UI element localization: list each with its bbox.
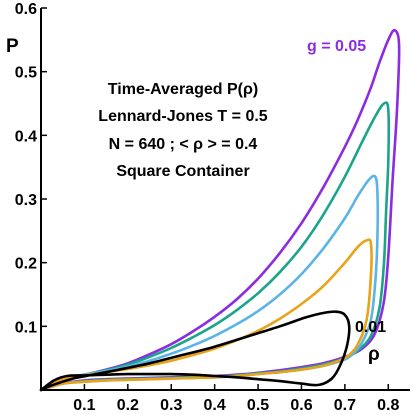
x-tick-label: 0.4 [204, 397, 226, 414]
series-label-0.01: 0.01 [355, 319, 386, 336]
x-tick-label: 0.5 [247, 397, 269, 414]
x-tick-label: 0.3 [160, 397, 182, 414]
y-tick-label: 0.4 [15, 128, 37, 145]
x-tick-label: 0.7 [334, 397, 356, 414]
ticks-layer: 0.1 0.2 0.3 0.4 0.5 0.6 0.7 0.8 0.1 0.2 0.3 0.4 0.5 0… [15, 1, 400, 414]
y-tick-label: 0.2 [15, 256, 37, 273]
series-label-g-0.05: g = 0.05 [307, 38, 366, 55]
series-line-4 [39, 310, 351, 392]
y-tick-label: 0.1 [15, 319, 37, 336]
series-line-3 [39, 238, 373, 392]
x-tick-label: 0.1 [73, 397, 95, 414]
series-layer [39, 28, 401, 392]
annotation-line-1: Time-Averaged P(ρ) [108, 81, 258, 98]
y-tick-label: 0.5 [15, 65, 37, 82]
x-axis-title: ρ [368, 344, 380, 365]
x-tick-label: 0.2 [117, 397, 139, 414]
x-tick-label: 0.6 [290, 397, 312, 414]
y-tick-label: 0.6 [15, 1, 37, 18]
y-tick-label: 0.3 [15, 192, 37, 209]
x-tick-label: 0.8 [377, 397, 399, 414]
annotation-line-4: Square Container [116, 163, 249, 180]
annotation-line-3: N = 640 ; < ρ > = 0.4 [109, 136, 258, 153]
y-axis-title: P [6, 36, 19, 57]
annotation-line-2: Lennard-Jones T = 0.5 [98, 108, 267, 125]
